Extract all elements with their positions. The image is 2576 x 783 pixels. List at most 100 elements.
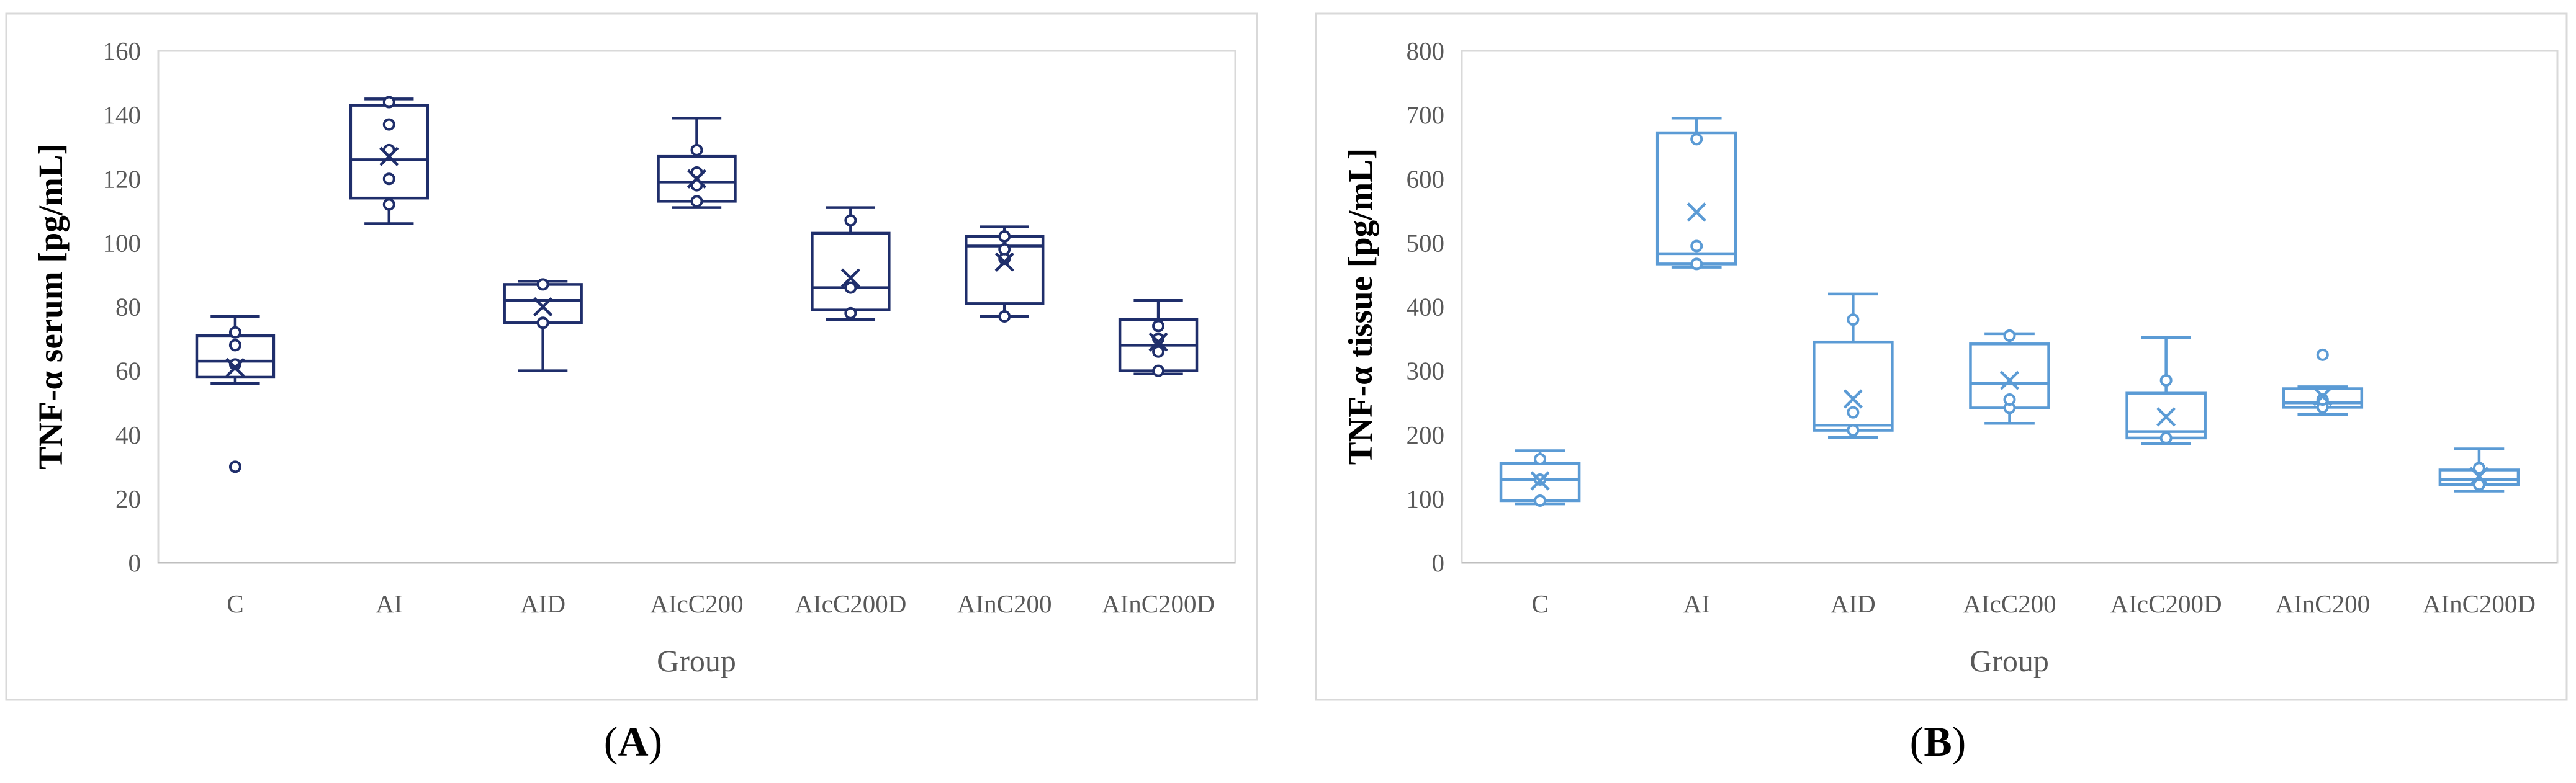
y-axis-ticks: 0 100 200 300 400 500 600 700 800 <box>1407 37 1445 577</box>
box-AInC200 <box>2282 348 2364 416</box>
data-point <box>536 278 549 291</box>
box-C <box>195 315 276 473</box>
box-series <box>1499 117 2520 507</box>
box-AInC200D <box>2438 447 2520 493</box>
data-point <box>2472 462 2485 475</box>
data-point <box>844 306 857 320</box>
mean-marker <box>1148 332 1168 352</box>
y-tick-label: 100 <box>1407 485 1445 513</box>
y-tick-label: 400 <box>1407 293 1445 321</box>
box-AIcC200D <box>811 206 891 321</box>
x-tick-label: AIcC200 <box>1963 589 2056 618</box>
data-point <box>382 172 395 186</box>
data-point <box>228 339 241 352</box>
mean-marker-stroke <box>1148 332 1168 352</box>
panel-label-b: (B) <box>1910 718 1966 765</box>
x-tick-label: AIcC200D <box>795 589 906 618</box>
y-tick-label: 300 <box>1407 357 1445 385</box>
mean-marker <box>2313 387 2333 406</box>
x-tick-label: AIcC200D <box>2110 589 2222 618</box>
data-point <box>1152 320 1165 333</box>
mean-marker-stroke <box>1999 370 2020 390</box>
mean-marker-stroke <box>2469 467 2489 486</box>
box-AI <box>349 96 429 225</box>
y-tick-label: 60 <box>115 357 141 385</box>
panel-b-chart: 0 100 200 300 400 500 600 700 800 C AI AID AIcC200 A… <box>1315 12 2568 765</box>
y-tick-label: 200 <box>1407 421 1445 449</box>
data-point <box>382 96 395 109</box>
mean-marker-stroke <box>225 357 245 378</box>
box-AInC200 <box>965 225 1045 323</box>
box-AIcC200 <box>657 117 737 209</box>
mean-marker-stroke <box>1687 202 1706 222</box>
mean-marker <box>994 252 1014 272</box>
panel-a-chart: 0 20 40 60 80 100 120 140 160 C AI AID AIcC200 AIcC2… <box>5 12 1258 765</box>
x-tick-label: AI <box>1683 589 1710 618</box>
data-point <box>1847 406 1860 419</box>
x-axis-title: Group <box>657 643 736 678</box>
panel-label-b-letter: B <box>1924 718 1952 765</box>
data-point <box>2003 393 2016 406</box>
y-axis-ticks: 0 20 40 60 80 100 120 140 160 <box>103 37 142 577</box>
mean-marker <box>225 357 245 378</box>
data-point <box>2159 431 2173 444</box>
y-tick-label: 140 <box>103 101 142 129</box>
data-point <box>536 316 549 329</box>
mean-marker <box>379 146 399 166</box>
mean-marker-stroke <box>687 169 707 189</box>
box-AID <box>1813 292 1894 439</box>
y-tick-label: 100 <box>103 228 142 257</box>
y-tick-label: 120 <box>103 164 142 193</box>
chart-area-frame <box>1315 12 2568 701</box>
x-tick-label: AInC200D <box>2423 589 2536 618</box>
chart-area-frame <box>5 12 1258 701</box>
data-point <box>2316 348 2329 361</box>
data-point <box>1690 257 1703 271</box>
y-tick-label: 700 <box>1407 101 1445 129</box>
x-tick-label: AID <box>520 589 565 618</box>
data-point <box>2159 374 2173 387</box>
box-C <box>1499 449 1581 507</box>
data-point <box>690 143 703 156</box>
data-point <box>690 195 703 208</box>
y-axis-title: TNF-α tissue [pg/mL] <box>1341 148 1379 465</box>
data-point <box>844 214 857 227</box>
data-point <box>1152 345 1165 358</box>
mean-marker-stroke <box>840 268 860 288</box>
box-AI <box>1655 117 1737 271</box>
y-tick-label: 0 <box>1432 548 1445 577</box>
box-AIcC200D <box>2125 336 2207 445</box>
y-tick-label: 40 <box>115 421 141 449</box>
y-tick-label: 800 <box>1407 37 1445 65</box>
data-point <box>1690 133 1703 146</box>
y-axis-title: TNF-α serum [pg/mL] <box>32 143 70 470</box>
panel-label-a: (A) <box>604 718 662 765</box>
x-tick-label: C <box>227 589 243 618</box>
data-point <box>1534 494 1547 507</box>
panel-label-a-letter: A <box>618 718 648 765</box>
mean-marker-stroke <box>2313 387 2333 406</box>
mean-marker-stroke <box>1843 389 1863 409</box>
mean-marker <box>1530 471 1550 491</box>
mean-marker-stroke <box>379 146 399 166</box>
y-tick-label: 600 <box>1407 164 1445 193</box>
data-point <box>2472 478 2485 491</box>
y-tick-label: 20 <box>115 485 141 513</box>
data-point <box>844 281 857 294</box>
y-tick-label: 80 <box>115 293 141 321</box>
x-tick-label: AI <box>376 589 402 618</box>
data-point <box>998 310 1011 323</box>
data-point <box>1847 424 1860 437</box>
data-point <box>998 243 1011 256</box>
data-point <box>228 460 241 473</box>
data-point <box>382 118 395 131</box>
data-point <box>1152 364 1165 377</box>
data-point <box>228 326 241 339</box>
data-point <box>1534 452 1547 465</box>
box-iqr <box>811 231 891 311</box>
box-AID <box>503 278 583 372</box>
x-tick-label: AInC200 <box>2275 589 2370 618</box>
mean-marker-stroke <box>994 252 1014 272</box>
mean-marker-stroke <box>1530 471 1550 491</box>
